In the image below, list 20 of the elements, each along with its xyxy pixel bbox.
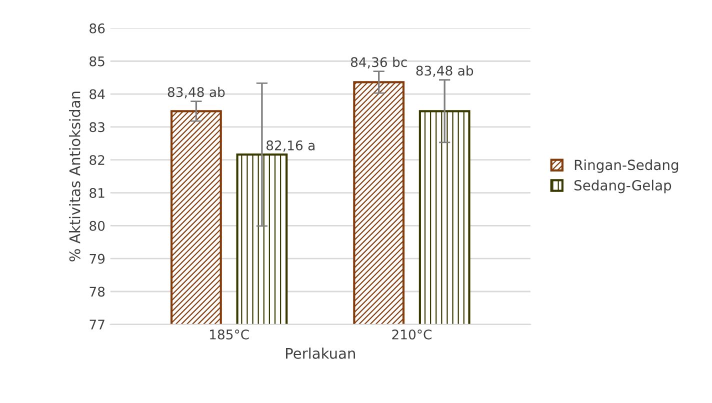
y-tick-label: 79	[90, 254, 105, 264]
y-axis-title: % Aktivitas Antioksidan	[69, 92, 80, 262]
data-label: 83,48 ab	[416, 65, 474, 78]
y-tick-label: 78	[90, 286, 105, 297]
legend-label: Sedang-Gelap	[574, 180, 672, 194]
x-tick-label: 210°C	[392, 330, 432, 340]
y-tick-label: 83	[90, 122, 104, 132]
data-label: 83,48 ab	[168, 86, 225, 98]
x-tick-label: 185°C	[210, 330, 249, 340]
y-tick-label: 80	[90, 220, 105, 231]
y-tick-label: 77	[90, 320, 104, 330]
y-tick-label: 81	[90, 188, 104, 198]
legend-label: Ringan-Sedang	[574, 159, 678, 173]
y-tick-label: 82	[90, 155, 104, 166]
y-tick-label: 84	[90, 89, 105, 100]
x-axis-title: Perlakuan	[286, 348, 355, 359]
data-label: 82,16 a	[266, 140, 314, 152]
data-label: 84,36 bc	[350, 56, 407, 68]
y-tick-label: 85	[90, 56, 104, 66]
y-tick-label: 86	[90, 23, 105, 34]
